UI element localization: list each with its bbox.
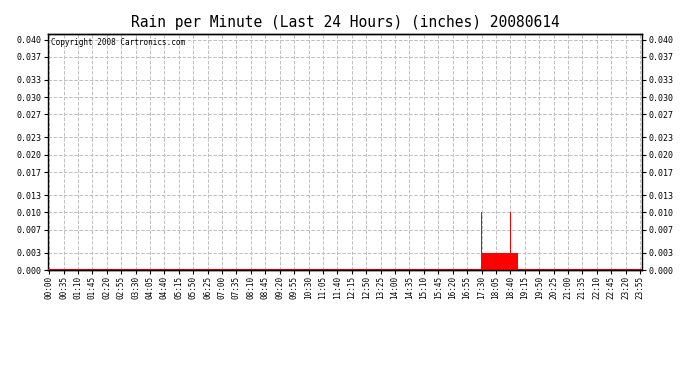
Title: Rain per Minute (Last 24 Hours) (inches) 20080614: Rain per Minute (Last 24 Hours) (inches)… bbox=[130, 15, 560, 30]
Text: Copyright 2008 Cartronics.com: Copyright 2008 Cartronics.com bbox=[51, 39, 186, 48]
